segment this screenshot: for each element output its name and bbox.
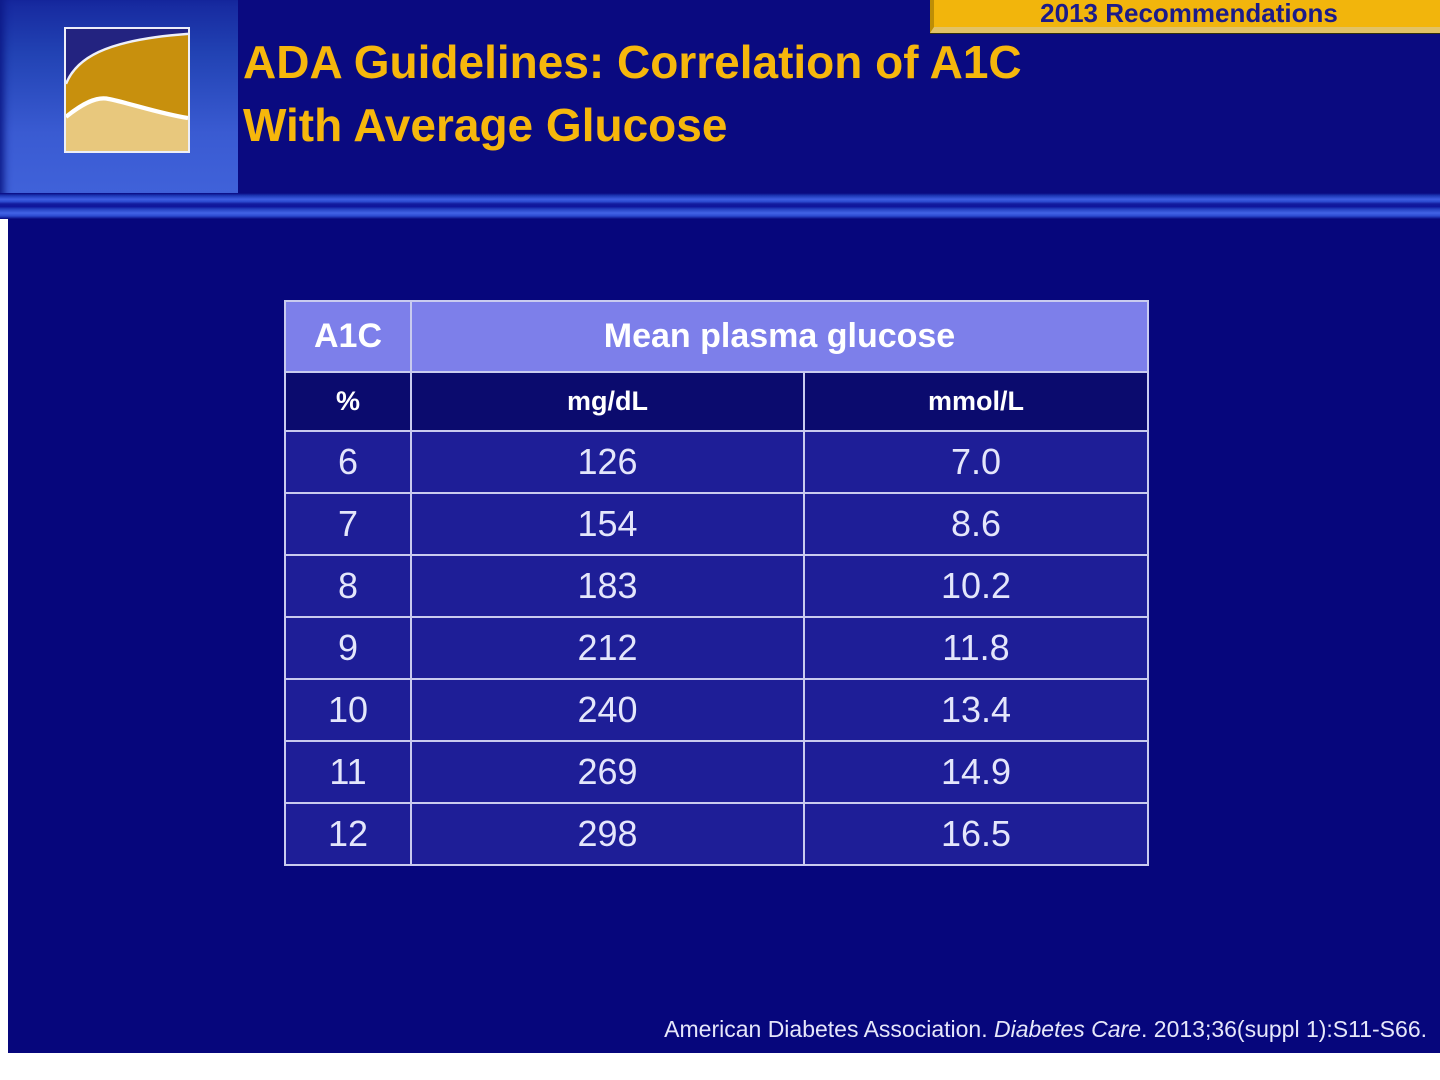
header-band: 2013 Recommendations ADA Guidelines: Cor…	[0, 0, 1440, 219]
cell-mmol: 8.6	[803, 492, 1149, 556]
table-units-row: % mg/dL mmol/L	[284, 371, 1149, 432]
cell-mgdl: 183	[410, 554, 805, 618]
cell-mmol: 11.8	[803, 616, 1149, 680]
cell-mgdl: 212	[410, 616, 805, 680]
cell-a1c: 9	[284, 616, 412, 680]
table-row: 8 183 10.2	[284, 554, 1149, 618]
cell-a1c: 10	[284, 678, 412, 742]
cell-mgdl: 240	[410, 678, 805, 742]
cell-mmol: 7.0	[803, 430, 1149, 494]
slide-title-line2: With Average Glucose	[243, 99, 728, 151]
slide-title: ADA Guidelines: Correlation of A1C With …	[243, 31, 1413, 157]
unit-cell-mmol: mmol/L	[803, 371, 1149, 432]
recommendations-badge: 2013 Recommendations	[930, 0, 1440, 33]
brand-logo	[64, 27, 190, 153]
citation-journal-name: Diabetes Care	[993, 1016, 1142, 1042]
cell-a1c: 12	[284, 802, 412, 866]
cell-mgdl: 126	[410, 430, 805, 494]
cell-mmol: 13.4	[803, 678, 1149, 742]
cell-mmol: 14.9	[803, 740, 1149, 804]
recommendations-badge-label: 2013 Recommendations	[1040, 0, 1338, 28]
header-cell-mean-plasma-glucose: Mean plasma glucose	[410, 300, 1149, 373]
cell-a1c: 11	[284, 740, 412, 804]
table-row: 6 126 7.0	[284, 430, 1149, 494]
cell-mgdl: 298	[410, 802, 805, 866]
cell-a1c: 7	[284, 492, 412, 556]
cell-mgdl: 269	[410, 740, 805, 804]
cell-mgdl: 154	[410, 492, 805, 556]
header-cell-a1c: A1C	[284, 300, 412, 373]
table-row: 10 240 13.4	[284, 678, 1149, 742]
table-row: 11 269 14.9	[284, 740, 1149, 804]
cell-a1c: 6	[284, 430, 412, 494]
table-header-row: A1C Mean plasma glucose	[284, 300, 1149, 373]
header-divider-stripes	[0, 193, 1440, 219]
cell-mmol: 10.2	[803, 554, 1149, 618]
a1c-glucose-table: A1C Mean plasma glucose % mg/dL mmol/L 6…	[284, 300, 1149, 866]
curve-graph-logo-icon	[66, 29, 188, 151]
table-row: 9 212 11.8	[284, 616, 1149, 680]
citation-text-start: American Diabetes Association.	[664, 1016, 994, 1042]
citation: American Diabetes Association. Diabetes …	[664, 1016, 1427, 1043]
table-row: 7 154 8.6	[284, 492, 1149, 556]
slide-title-line1: ADA Guidelines: Correlation of A1C	[243, 36, 1022, 88]
unit-cell-percent: %	[284, 371, 412, 432]
citation-text-end: . 2013;36(suppl 1):S11-S66.	[1141, 1016, 1427, 1042]
cell-a1c: 8	[284, 554, 412, 618]
unit-cell-mgdl: mg/dL	[410, 371, 805, 432]
table-row: 12 298 16.5	[284, 802, 1149, 866]
header-left-panel	[0, 0, 238, 196]
cell-mmol: 16.5	[803, 802, 1149, 866]
